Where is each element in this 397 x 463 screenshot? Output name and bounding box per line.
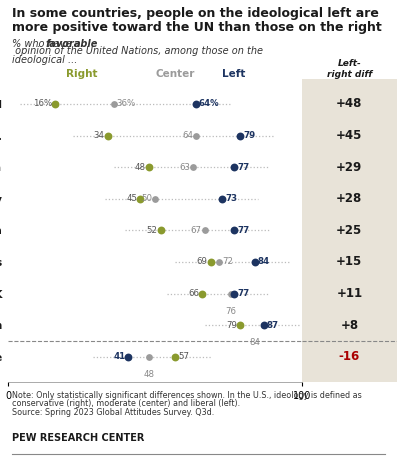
Text: +15: +15	[336, 256, 362, 269]
Point	[202, 226, 208, 234]
Text: 48: 48	[135, 163, 146, 172]
Text: 73: 73	[225, 194, 237, 203]
Text: 76: 76	[226, 307, 237, 316]
Point	[237, 132, 243, 139]
Text: 34: 34	[94, 131, 105, 140]
Point	[208, 258, 214, 266]
Text: favorable: favorable	[46, 39, 98, 50]
Point	[152, 195, 158, 202]
Text: 36%: 36%	[117, 100, 136, 108]
Text: +8: +8	[340, 319, 358, 332]
Text: 66: 66	[188, 289, 199, 298]
Point	[193, 132, 199, 139]
Point	[110, 100, 117, 108]
Text: +29: +29	[336, 161, 362, 174]
Text: +11: +11	[336, 287, 362, 300]
Text: 84: 84	[249, 338, 260, 347]
Text: 50: 50	[141, 194, 152, 203]
Text: Source: Spring 2023 Global Attitudes Survey. Q3d.: Source: Spring 2023 Global Attitudes Sur…	[12, 408, 214, 417]
Point	[219, 195, 225, 202]
Text: Right: Right	[66, 69, 97, 79]
Text: Center: Center	[156, 69, 195, 79]
Point	[237, 321, 243, 329]
Text: 77: 77	[237, 226, 249, 235]
Point	[231, 226, 237, 234]
Text: more positive toward the UN than those on the right: more positive toward the UN than those o…	[12, 21, 382, 34]
Text: Note: Only statistically significant differences shown. In the U.S., ideology is: Note: Only statistically significant dif…	[12, 391, 362, 400]
Text: Left-
right diff: Left- right diff	[327, 59, 372, 79]
Point	[252, 258, 258, 266]
Text: 64%: 64%	[199, 100, 220, 108]
Text: % who have a: % who have a	[12, 39, 84, 50]
Point	[172, 353, 179, 360]
Text: +25: +25	[336, 224, 362, 237]
Text: +45: +45	[336, 129, 362, 142]
Text: +48: +48	[336, 98, 362, 111]
Text: 63: 63	[179, 163, 190, 172]
Text: 79: 79	[243, 131, 255, 140]
Text: 77: 77	[237, 289, 249, 298]
Text: 45: 45	[126, 194, 137, 203]
Point	[231, 163, 237, 171]
Point	[231, 290, 237, 297]
Point	[137, 195, 143, 202]
Text: 87: 87	[266, 320, 279, 330]
Text: PEW RESEARCH CENTER: PEW RESEARCH CENTER	[12, 433, 144, 443]
Point	[146, 353, 152, 360]
Text: In some countries, people on the ideological left are: In some countries, people on the ideolog…	[12, 7, 379, 20]
Point	[105, 132, 111, 139]
Point	[125, 353, 131, 360]
Text: 64: 64	[182, 131, 193, 140]
Point	[52, 100, 58, 108]
Point	[260, 321, 267, 329]
Point	[193, 100, 199, 108]
Text: Left: Left	[222, 69, 246, 79]
Text: 52: 52	[147, 226, 158, 235]
Point	[158, 226, 164, 234]
Text: ideological ...: ideological ...	[12, 55, 77, 65]
Text: 72: 72	[222, 257, 233, 266]
Text: 16%: 16%	[33, 100, 52, 108]
Text: 57: 57	[178, 352, 189, 361]
Text: +28: +28	[336, 192, 362, 205]
Text: conservative (right), moderate (center) and liberal (left).: conservative (right), moderate (center) …	[12, 399, 240, 408]
Point	[198, 290, 205, 297]
Text: 69: 69	[197, 257, 208, 266]
Point	[190, 163, 196, 171]
Text: 48: 48	[143, 370, 154, 379]
Point	[146, 163, 152, 171]
Text: opinion of the United Nations, among those on the: opinion of the United Nations, among tho…	[12, 46, 263, 56]
Text: 67: 67	[191, 226, 202, 235]
Point	[216, 258, 223, 266]
Text: 41: 41	[113, 352, 125, 361]
Text: 79: 79	[226, 320, 237, 330]
Text: 77: 77	[237, 163, 249, 172]
Text: -16: -16	[339, 350, 360, 363]
Text: 84: 84	[258, 257, 270, 266]
Point	[228, 290, 234, 297]
